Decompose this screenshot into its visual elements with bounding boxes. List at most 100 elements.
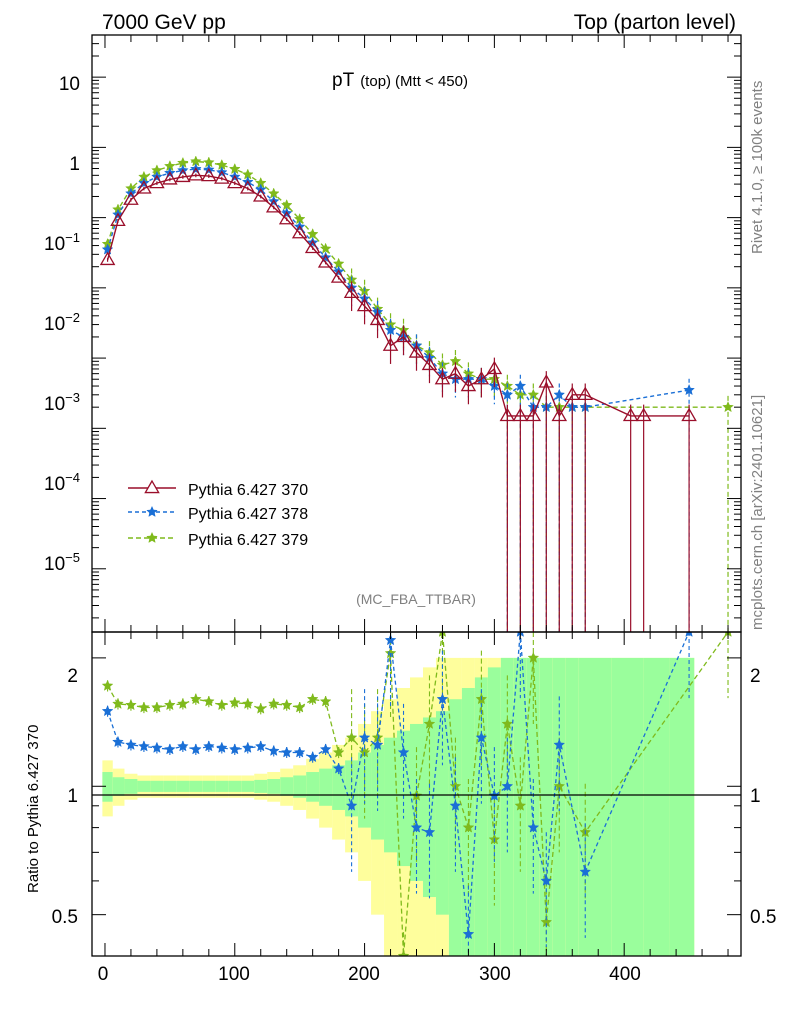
- band-green-bin: [102, 772, 113, 802]
- ratio-point-s379: [112, 697, 124, 709]
- band-green-bin: [215, 780, 229, 792]
- band-green-bin: [124, 779, 138, 794]
- band-green-bin: [578, 657, 612, 956]
- main-y-tick-labels: 10 1 10−1 10−2 10−3 10−4 10−5: [44, 74, 80, 575]
- ratio-point-s379: [241, 697, 254, 709]
- band-green-bin: [189, 780, 203, 792]
- ratio-y-axis-label: Ratio to Pythia 6.427 370: [25, 725, 42, 893]
- band-green-bin: [306, 772, 320, 802]
- legend: Pythia 6.427 370 Pythia 6.427 378 Pythia…: [128, 479, 308, 549]
- ratio-ytick-1-left: 1: [67, 786, 78, 807]
- rivet-label: Rivet 4.1.0, ≥ 100k events: [749, 81, 766, 254]
- ratio-point-s378: [112, 735, 124, 748]
- point-s370: [512, 407, 529, 422]
- ratio-point-s379: [462, 821, 475, 833]
- ratio-point-s379: [215, 698, 228, 711]
- point-s370: [382, 337, 399, 351]
- point-s370: [188, 167, 204, 181]
- band-green-bin: [319, 768, 333, 806]
- band-green-bin: [669, 657, 695, 956]
- ratio-point-s379: [189, 693, 202, 705]
- point-s370: [681, 407, 697, 422]
- ratio-point-s378: [540, 874, 553, 886]
- header-left: 7000 GeV pp: [102, 11, 226, 34]
- ratio-point-s378: [241, 741, 254, 753]
- axis-ticks: [92, 35, 741, 956]
- ratio-point-s379: [527, 651, 540, 663]
- ratio-ytick-2-right: 2: [750, 666, 761, 687]
- ratio-point-s379: [332, 746, 345, 758]
- point-s370: [343, 284, 360, 299]
- band-green-bin: [202, 780, 216, 792]
- ratio-point-s378: [319, 743, 332, 755]
- ratio-point-s378: [306, 751, 319, 763]
- ytick-label-1e-4: 10−4: [44, 470, 80, 495]
- legend-marker-s379: [146, 531, 158, 543]
- legend-label-370: Pythia 6.427 370: [188, 482, 308, 499]
- point-s370: [252, 188, 269, 202]
- ytick-label-1e-3: 10−3: [44, 390, 80, 415]
- ratio-point-s378: [475, 731, 488, 743]
- band-green-bin: [611, 657, 644, 956]
- xtick-300: 300: [479, 964, 511, 985]
- point-s370: [265, 199, 282, 213]
- ratio-ytick-1-right: 1: [750, 786, 761, 807]
- point-s370: [201, 167, 217, 182]
- band-green-bin: [280, 777, 294, 796]
- ratio-point-s378: [138, 740, 150, 752]
- ratio-y-tick-labels: 2 1 0.5 2 1 0.5: [52, 666, 777, 928]
- ratio-point-s378: [101, 705, 114, 717]
- point-s370: [395, 328, 412, 343]
- ratio-point-s378: [579, 865, 592, 877]
- ratio-point-s379: [101, 679, 114, 691]
- ratio-point-s379: [423, 717, 436, 729]
- point-s370: [239, 180, 256, 194]
- band-green-bin: [435, 711, 449, 915]
- point-s370: [460, 377, 477, 392]
- band-green-bin: [112, 777, 125, 796]
- ratio-point-s378: [215, 741, 228, 753]
- ratio-point-s379: [319, 695, 332, 707]
- band-green-bin: [163, 780, 177, 792]
- ratio-point-s378: [163, 743, 176, 755]
- plot-title: pT (top) (Mtt < 450): [332, 70, 468, 91]
- ratio-point-s378: [345, 799, 358, 811]
- ytick-label-1e-2: 10−2: [44, 310, 80, 335]
- ratio-point-s379: [125, 698, 137, 711]
- point-s370: [136, 180, 152, 194]
- point-s370: [123, 191, 139, 205]
- point-s370: [369, 311, 386, 326]
- band-green-bin: [293, 775, 307, 798]
- point-s370: [214, 170, 230, 184]
- line-s370: [106, 174, 690, 418]
- ratio-point-s378: [436, 693, 449, 705]
- ytick-label-1: 1: [69, 154, 80, 175]
- xtick-400: 400: [609, 964, 641, 985]
- ratio-ytick-05-right: 0.5: [750, 907, 776, 928]
- point-s370: [622, 407, 639, 422]
- ratio-point-s378: [202, 740, 215, 752]
- point-s370: [486, 360, 503, 375]
- ratio-ytick-05-left: 0.5: [52, 907, 78, 928]
- ytick-label-10: 10: [59, 74, 80, 95]
- xtick-100: 100: [218, 964, 250, 985]
- band-green-bin: [176, 780, 190, 792]
- point-s370: [447, 365, 464, 379]
- point-s378: [683, 383, 695, 396]
- point-s370: [356, 297, 373, 312]
- ratio-point-s378: [280, 746, 293, 758]
- ratio-point-s378: [189, 743, 202, 755]
- band-green-bin: [552, 657, 566, 956]
- ratio-point-s379: [514, 799, 527, 811]
- ratio-point-s379: [501, 717, 514, 729]
- point-s370: [304, 239, 321, 254]
- ratio-point-s378: [125, 738, 137, 750]
- ratio-point-s378: [462, 928, 475, 940]
- point-s378: [501, 388, 514, 400]
- ratio-point-s378: [228, 743, 241, 755]
- band-green-bin: [643, 657, 670, 956]
- band-green-bin: [254, 779, 268, 793]
- ratio-point-s378: [151, 741, 163, 753]
- ratio-point-s379: [280, 698, 293, 711]
- point-s370: [473, 370, 490, 385]
